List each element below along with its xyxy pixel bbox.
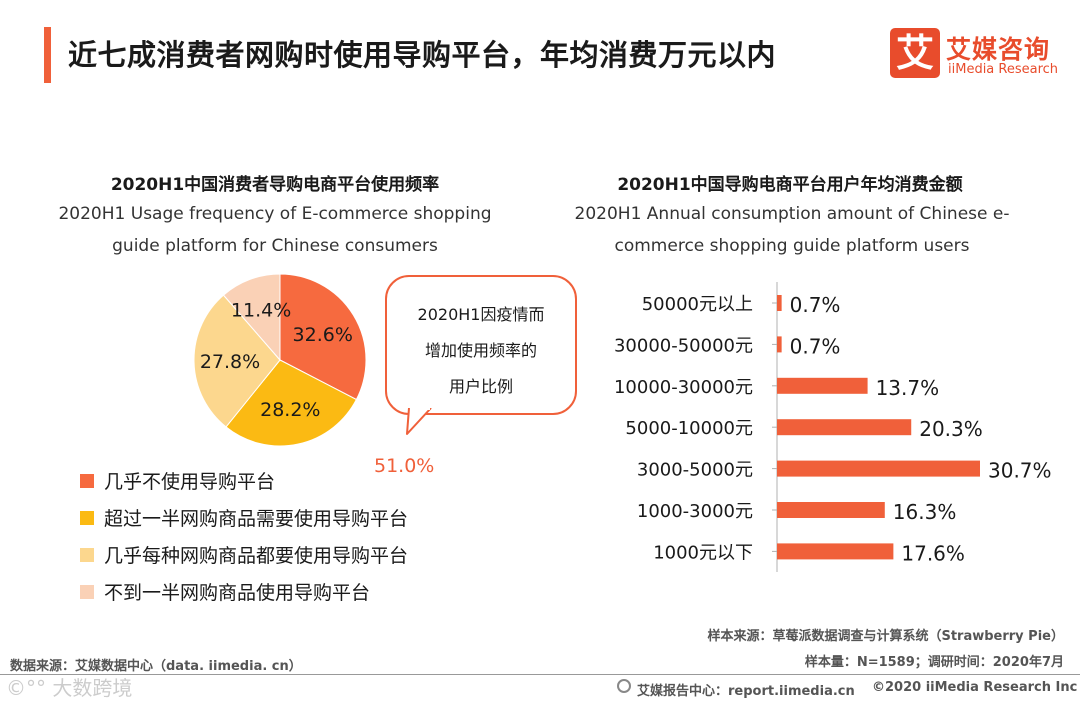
- callout-line: 增加使用频率的: [424, 341, 537, 360]
- page-title: 近七成消费者网购时使用导购平台，年均消费万元以内: [68, 38, 777, 72]
- bar-category-label: 50000元以上: [642, 294, 753, 315]
- data-source: 数据来源：艾媒数据中心（data. iimedia. cn）: [10, 659, 302, 674]
- pie-slice: [193, 294, 281, 428]
- bar-value-label: 20.3%: [919, 417, 983, 441]
- bar-chart-subtitle: 2020H1 Annual consumption amount of Chin…: [574, 204, 1010, 256]
- pie-slice: [222, 273, 281, 362]
- bar: [777, 377, 868, 394]
- logo-mark: 艾: [890, 28, 940, 78]
- watermark: ©°° 大数跨境: [6, 676, 133, 700]
- pie-slice-label: 11.4%: [231, 299, 291, 321]
- logo-name-en: iiMedia Research: [948, 62, 1059, 77]
- report-center: 艾媒报告中心：report.iimedia.cn: [637, 684, 855, 699]
- callout-text: 2020H1因疫情而 增加使用频率的 用户比例: [387, 297, 575, 405]
- bar-value-label: 17.6%: [901, 541, 965, 565]
- bar-value-label: 30.7%: [988, 459, 1052, 483]
- legend-item: 几乎不使用导购平台: [80, 462, 408, 499]
- legend-label: 不到一半网购商品使用导购平台: [104, 582, 371, 604]
- legend-item: 不到一半网购商品使用导购平台: [80, 573, 408, 610]
- pie-chart-subtitle: 2020H1 Usage frequency of E-commerce sho…: [58, 204, 492, 256]
- legend-swatch: [80, 584, 94, 599]
- bar-category-label: 10000-30000元: [614, 377, 753, 398]
- callout-bubble: 2020H1因疫情而 增加使用频率的 用户比例: [385, 275, 577, 415]
- logo-name-cn: 艾媒咨询: [946, 35, 1051, 64]
- usage-frequency-pie: 32.6% 28.2% 27.8% 11.4%: [193, 273, 367, 447]
- callout-tail: [406, 408, 432, 435]
- title-accent-bar: [44, 27, 51, 83]
- pie-slice-label: 32.6%: [293, 324, 353, 346]
- bar-value-label: 0.7%: [790, 293, 841, 317]
- callout-line: 用户比例: [448, 377, 513, 396]
- legend-label: 几乎不使用导购平台: [104, 471, 276, 493]
- pie-slice-label: 28.2%: [260, 399, 320, 421]
- globe-icon: [617, 679, 631, 693]
- legend-label: 超过一半网购商品需要使用导购平台: [104, 508, 409, 530]
- bar-category-label: 3000-5000元: [637, 460, 753, 481]
- bar-value-label: 13.7%: [876, 376, 940, 400]
- legend-swatch: [80, 547, 94, 562]
- bar-value-label: 0.7%: [790, 334, 841, 358]
- legend-item: 超过一半网购商品需要使用导购平台: [80, 499, 408, 536]
- sample-source: 样本来源：草莓派数据调查与计算系统（Strawberry Pie）: [707, 629, 1064, 644]
- pie-slice-label: 27.8%: [200, 351, 260, 373]
- callout-value: 51.0%: [374, 455, 435, 477]
- legend-item: 几乎每种网购商品都要使用导购平台: [80, 536, 408, 573]
- bar-category-label: 30000-50000元: [614, 335, 753, 356]
- bar: [777, 295, 782, 311]
- bar-category-label: 1000-3000元: [637, 501, 753, 522]
- bar: [777, 543, 894, 560]
- bar: [777, 502, 885, 518]
- footer-divider: [0, 674, 1080, 675]
- bar: [777, 419, 912, 436]
- copyright: ©2020 iiMedia Research Inc: [872, 680, 1078, 695]
- bar-category-label: 1000元以下: [653, 542, 753, 563]
- legend-label: 几乎每种网购商品都要使用导购平台: [104, 545, 409, 567]
- bar: [777, 336, 782, 353]
- pie-slice: [225, 359, 358, 447]
- pie-slice: [279, 273, 367, 401]
- legend-swatch: [80, 510, 94, 525]
- bar-category-label: 5000-10000元: [625, 418, 753, 439]
- bar-chart-title: 2020H1中国导购电商平台用户年均消费金额: [617, 175, 963, 195]
- legend-swatch: [80, 473, 94, 488]
- bar-value-label: 16.3%: [893, 500, 957, 524]
- pie-chart-title: 2020H1中国消费者导购电商平台使用频率: [110, 175, 440, 195]
- bar: [777, 460, 980, 477]
- callout-line: 2020H1因疫情而: [417, 305, 545, 324]
- pie-legend: 几乎不使用导购平台 超过一半网购商品需要使用导购平台 几乎每种网购商品都要使用导…: [80, 462, 408, 610]
- iimedia-logo: 艾 艾媒咨询 iiMedia Research: [890, 28, 1065, 84]
- consumption-amount-bar-chart: 50000元以上 0.7% 30000-50000元 0.7% 10000-30000元…: [614, 282, 1052, 572]
- sample-size: 样本量：N=1589；调研时间：2020年7月: [804, 655, 1064, 670]
